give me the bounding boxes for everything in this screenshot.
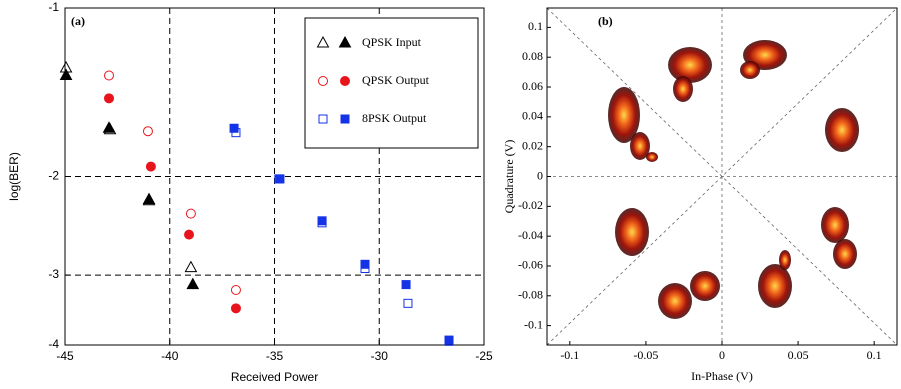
y-tick-label: -0.04	[518, 228, 543, 242]
x-tick-label: -45	[56, 349, 74, 363]
marker	[230, 303, 241, 314]
marker	[360, 259, 370, 269]
marker	[186, 277, 200, 290]
marker	[444, 335, 454, 345]
y-tick-label: -0.06	[518, 258, 543, 272]
x-axis-label: Received Power	[231, 370, 318, 384]
marker	[142, 126, 153, 137]
marker	[318, 76, 328, 86]
x-tick-label: -0.1	[560, 348, 579, 362]
y-tick-label: 0.06	[522, 79, 543, 93]
x-tick-label: 0.1	[867, 348, 882, 362]
marker	[102, 121, 116, 133]
panel-label: (b)	[598, 14, 613, 28]
marker	[103, 93, 114, 104]
marker	[340, 76, 350, 86]
x-tick-label: 0	[719, 348, 725, 362]
marker	[318, 114, 328, 124]
marker	[185, 208, 196, 219]
y-tick-label: -1	[48, 0, 59, 14]
x-axis-label: In-Phase (V)	[691, 369, 753, 383]
x-tick-label: -0.05	[633, 348, 658, 362]
x-tick-label: 0.05	[788, 348, 809, 362]
marker	[142, 192, 156, 205]
panel-label: (a)	[71, 14, 85, 28]
marker	[403, 298, 413, 308]
marker	[316, 35, 330, 48]
marker	[229, 123, 239, 133]
legend-frame	[304, 17, 479, 149]
constellation-clusters	[608, 40, 859, 319]
x-tick-label: -40	[161, 349, 179, 363]
marker	[230, 284, 241, 295]
marker	[184, 229, 195, 240]
x-tick-label: -25	[475, 349, 493, 363]
marker	[338, 35, 352, 48]
y-tick-label: -0.08	[518, 288, 543, 302]
marker	[317, 216, 327, 226]
marker	[184, 260, 198, 273]
y-axis-label: log(BER)	[7, 152, 21, 201]
marker	[340, 114, 350, 124]
legend-label: 8PSK Output	[362, 111, 427, 125]
y-tick-label: 0	[537, 168, 543, 182]
marker	[275, 174, 285, 184]
y-tick-label: 0.02	[522, 138, 543, 152]
legend-label: QPSK Output	[362, 73, 430, 87]
x-tick-label: -35	[266, 349, 284, 363]
y-tick-label: 0.1	[528, 19, 543, 33]
y-tick-label: -0.1	[524, 317, 543, 331]
y-tick-label: -0.02	[518, 198, 543, 212]
y-tick-label: 0.04	[522, 109, 543, 123]
marker	[401, 280, 411, 290]
legend: QPSK Input QPSK Output 8PSK Output	[304, 17, 479, 149]
y-tick-label: -2	[48, 169, 59, 183]
y-axis-label: Quadrature (V)	[502, 140, 516, 214]
y-tick-label: -3	[48, 267, 59, 281]
x-tick-label: -30	[371, 349, 389, 363]
marker	[145, 161, 156, 172]
y-tick-label: 0.08	[522, 49, 543, 63]
marker	[103, 70, 114, 81]
marker	[59, 68, 73, 80]
legend-label: QPSK Input	[362, 35, 422, 49]
y-tick-label: -4	[48, 337, 59, 351]
